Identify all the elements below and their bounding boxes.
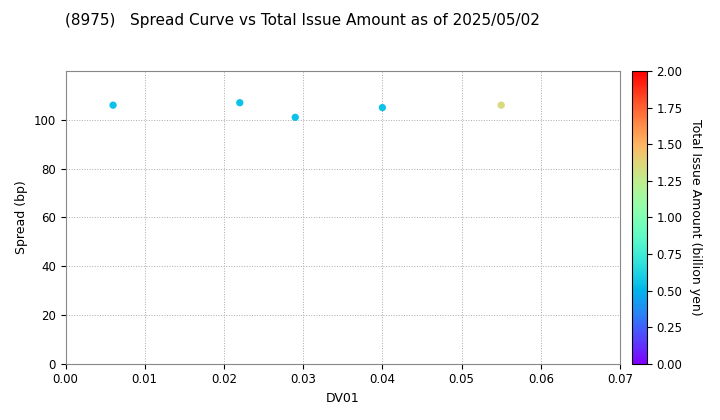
Text: (8975)   Spread Curve vs Total Issue Amount as of 2025/05/02: (8975) Spread Curve vs Total Issue Amoun… <box>65 13 540 28</box>
X-axis label: DV01: DV01 <box>326 392 360 405</box>
Point <box>377 104 388 111</box>
Point <box>289 114 301 121</box>
Y-axis label: Spread (bp): Spread (bp) <box>15 181 28 254</box>
Point <box>234 100 246 106</box>
Point <box>495 102 507 108</box>
Y-axis label: Total Issue Amount (billion yen): Total Issue Amount (billion yen) <box>689 119 702 316</box>
Point <box>107 102 119 108</box>
